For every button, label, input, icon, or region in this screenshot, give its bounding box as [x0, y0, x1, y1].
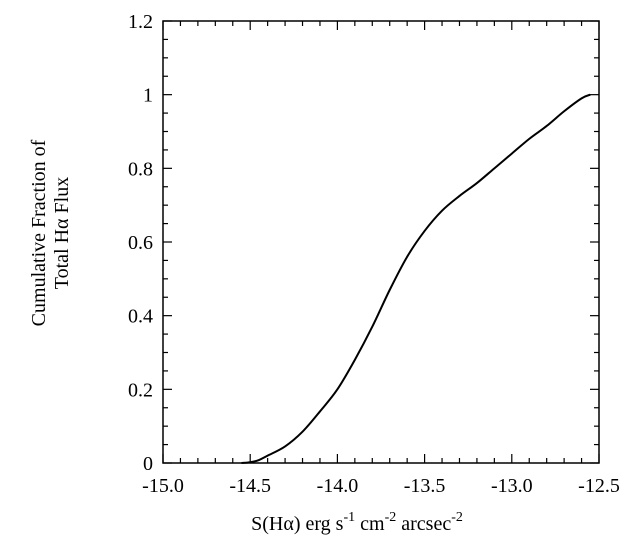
x-axis-label-superscript: -2 — [385, 510, 397, 525]
x-tick-label: -13.0 — [491, 475, 533, 497]
x-tick-label: -14.0 — [317, 475, 359, 497]
x-axis-label-part: ) erg s — [294, 513, 344, 535]
x-axis-label-superscript: -2 — [451, 510, 463, 525]
x-tick-label: -14.5 — [229, 475, 271, 497]
x-axis-label-part: α — [283, 513, 294, 535]
y-tick-label: 1 — [143, 85, 153, 107]
y-tick-label: 0.2 — [128, 379, 153, 401]
y-tick-label: 0.4 — [128, 306, 153, 328]
tick-labels: -15.0 -14.5 -14.0 -13.5 -13.0 -12.5 0 0.2 0.4 0.6… — [128, 11, 620, 497]
y-tick-label: 0 — [143, 453, 153, 475]
x-tick-label: -15.0 — [142, 475, 184, 497]
y-axis-label-line1: Cumulative Fraction of — [28, 139, 50, 326]
y-tick-label: 0.6 — [128, 232, 153, 254]
y-axis-label-line2: Total Hα Flux — [51, 177, 73, 289]
x-axis-label-part: cm — [355, 513, 385, 535]
x-axis-label-superscript: -1 — [343, 510, 355, 525]
y-tick-label: 0.8 — [128, 158, 153, 180]
series-line — [241, 93, 591, 464]
plot-frame — [162, 20, 600, 464]
x-axis-label-part: S(H — [251, 513, 283, 535]
y-tick-label: 1.2 — [128, 11, 153, 33]
x-tick-label: -12.5 — [578, 475, 620, 497]
x-tick-label: -13.5 — [404, 475, 446, 497]
x-axis-label: S(Hα) erg s-1 cm-2 arcsec-2 — [251, 510, 463, 535]
ticks — [162, 20, 600, 464]
x-axis-label-part: arcsec — [396, 513, 451, 535]
